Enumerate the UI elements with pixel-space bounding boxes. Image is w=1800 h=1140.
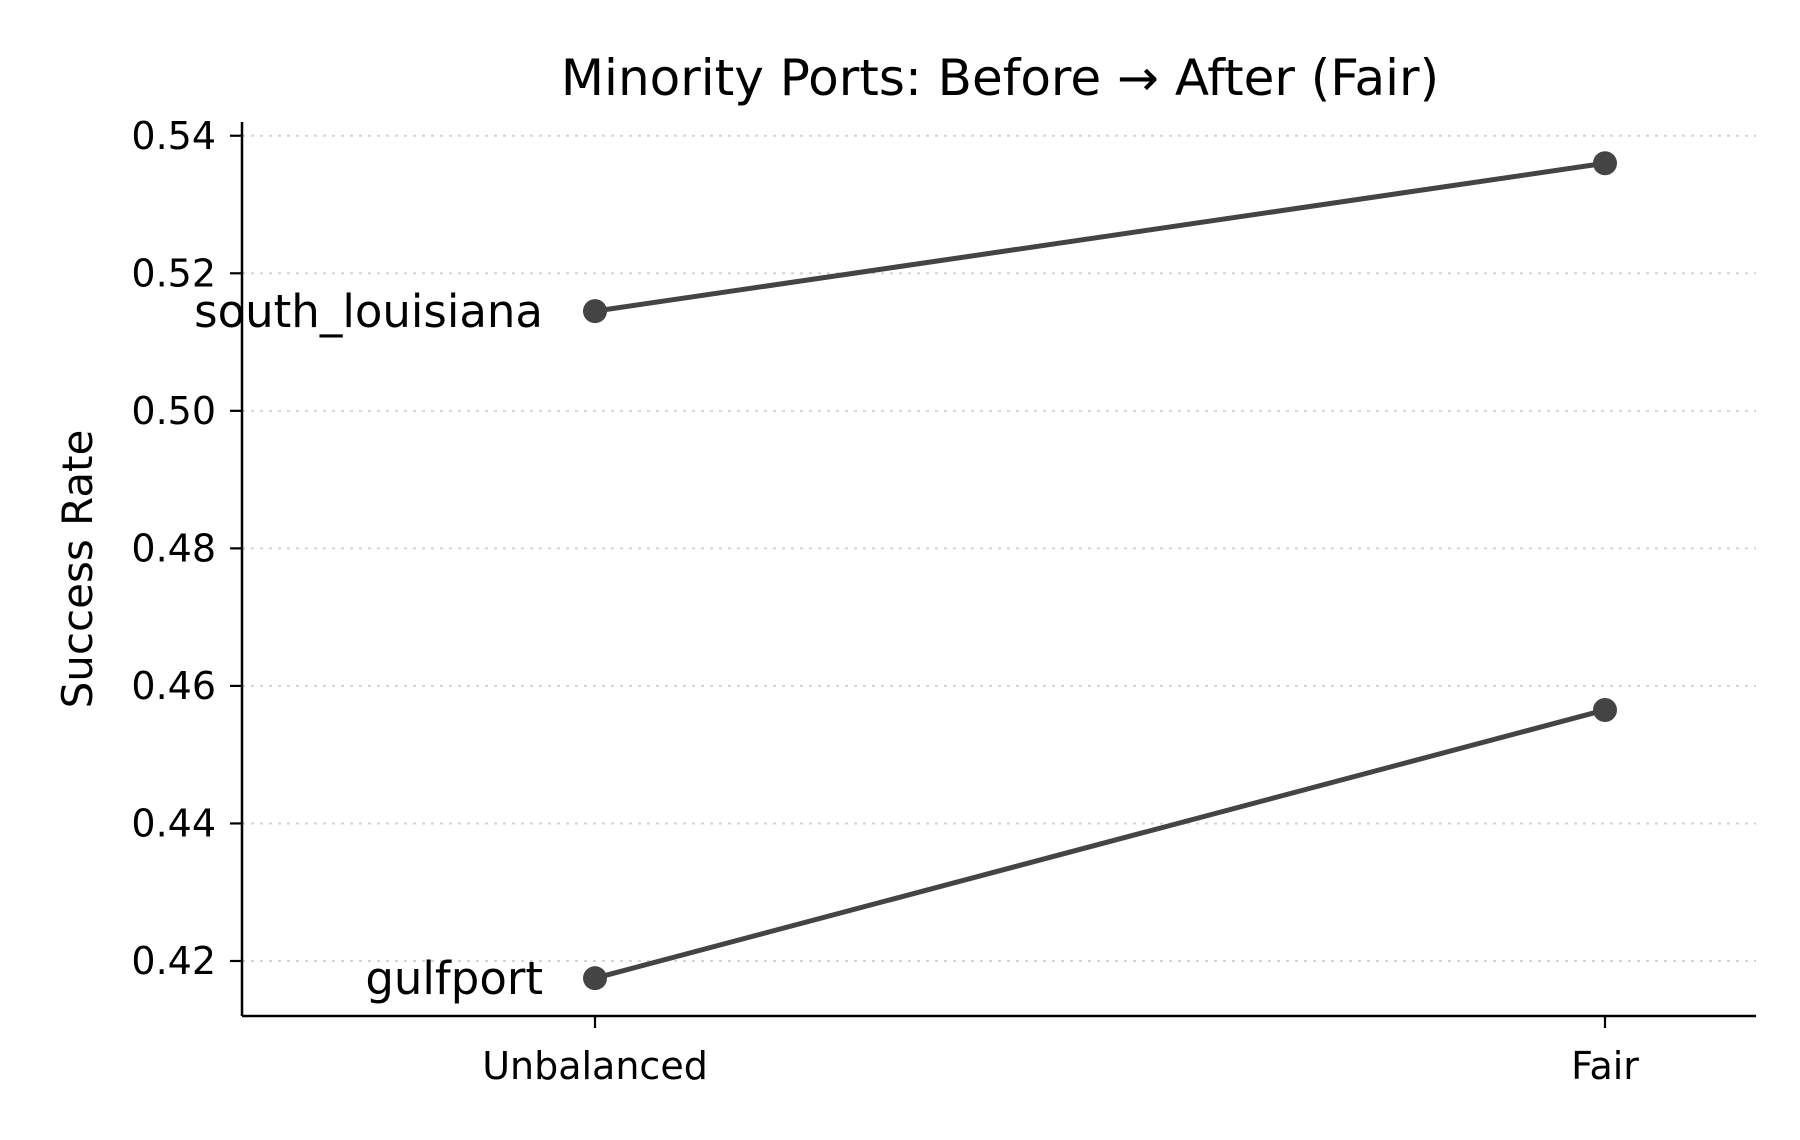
series-point-south_louisiana <box>1593 151 1617 176</box>
series-label-gulfport: gulfport <box>365 952 543 1005</box>
y-tick-label: 0.54 <box>131 114 216 158</box>
series-group: south_louisiana gulfport <box>194 151 1617 1005</box>
grid-lines <box>242 134 1756 962</box>
x-ticks: Unbalanced Fair <box>482 1016 1639 1088</box>
series-point-gulfport <box>1593 697 1617 722</box>
y-ticks: 0.42 0.44 0.46 0.48 0.50 0.52 0.54 <box>131 114 242 983</box>
series-point-south_louisiana <box>583 299 607 324</box>
x-tick-label: Fair <box>1571 1044 1639 1088</box>
series-point-gulfport <box>583 966 607 991</box>
y-tick-label: 0.52 <box>131 251 216 295</box>
series-label-south_louisiana: south_louisiana <box>194 285 543 338</box>
x-tick-label: Unbalanced <box>482 1044 708 1088</box>
y-axis-label: Success Rate <box>53 430 102 709</box>
y-tick-label: 0.50 <box>131 389 216 433</box>
series-line-gulfport <box>592 707 1608 981</box>
y-tick-label: 0.46 <box>131 664 216 708</box>
y-tick-label: 0.42 <box>131 939 216 983</box>
y-tick-label: 0.44 <box>131 801 216 845</box>
series-line-south_louisiana <box>592 160 1608 314</box>
y-tick-label: 0.48 <box>131 526 216 570</box>
chart-title: Minority Ports: Before → After (Fair) <box>561 49 1439 107</box>
